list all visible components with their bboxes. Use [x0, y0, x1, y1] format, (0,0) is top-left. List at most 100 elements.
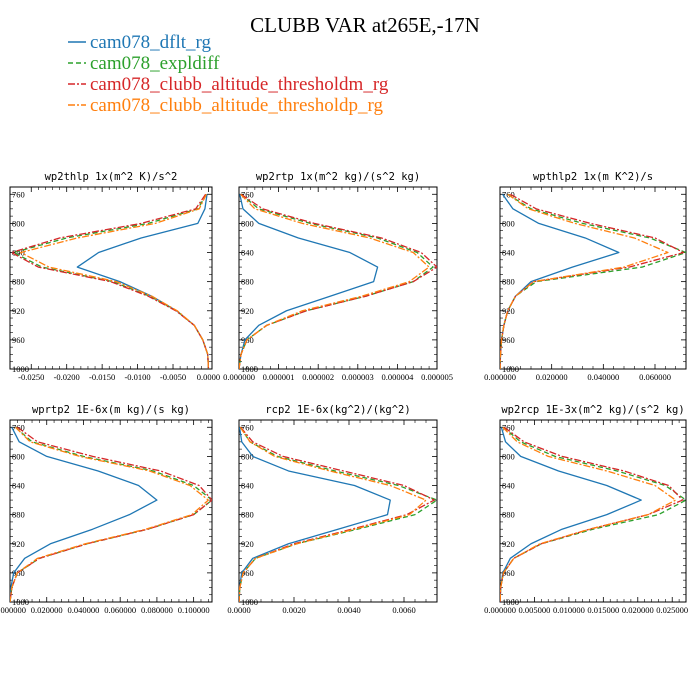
- y-tick-label: 840: [12, 481, 25, 491]
- y-tick-label: 760: [241, 189, 254, 199]
- y-tick-label: 920: [12, 306, 25, 316]
- panel-5: rcp2 1E-6x(kg^2)/(kg^2) 760 800 840 880 920 96…: [227, 404, 438, 615]
- x-tick-label: 0.040000: [587, 372, 619, 382]
- panel-1: wp2thlp 1x(m^2 K)/s^2 760 800 840 880 920 960 1…: [9, 171, 220, 382]
- x-tick-label: 0.060000: [104, 605, 136, 615]
- y-tick-label: 880: [12, 277, 25, 287]
- panels: wp2thlp 1x(m^2 K)/s^2 760 800 840 880 920 960 1…: [0, 171, 688, 615]
- y-tick-label: 760: [241, 422, 254, 432]
- y-tick-label: 1000: [241, 364, 258, 374]
- y-tick-label: 960: [241, 568, 254, 578]
- x-tick-label: 0.000003: [342, 372, 374, 382]
- y-tick-label: 960: [502, 335, 515, 345]
- x-tick-label: 0.0040: [337, 605, 360, 615]
- panel-2: wp2rtp 1x(m^2 kg)/(s^2 kg)760 800 840 880 92…: [223, 171, 453, 382]
- x-tick-label: 0.0020: [282, 605, 305, 615]
- y-tick-label: 920: [241, 539, 254, 549]
- series-group: [500, 426, 686, 602]
- x-tick-label: 0.000004: [381, 372, 414, 382]
- series-line-1: [500, 427, 642, 602]
- legend-label-4: cam078_clubb_altitude_thresholdp_rg: [90, 95, 384, 116]
- y-tick-label: 1000: [12, 364, 29, 374]
- y-tick-label: 800: [241, 218, 254, 228]
- series-group: [10, 426, 212, 602]
- x-tick-label: 0.0000: [227, 605, 250, 615]
- x-tick-label: -0.0150: [89, 372, 115, 382]
- panel-title: wprtp2 1E-6x(m kg)/(s kg): [32, 404, 190, 416]
- x-tick-label: 0.000000: [484, 605, 516, 615]
- y-tick-label: 920: [241, 306, 254, 316]
- series-line-4: [239, 426, 427, 602]
- panel-title: wpthlp2 1x(m K^2)/s: [533, 171, 653, 183]
- panel-title: wp2rcp 1E-3x(m^2 kg)/(s^2 kg): [501, 404, 684, 416]
- x-tick-label: 0.020000: [31, 605, 63, 615]
- y-tick-label: 800: [12, 451, 25, 461]
- y-tick-label: 840: [12, 248, 25, 258]
- series-line-4: [500, 426, 677, 602]
- y-tick-label: 960: [502, 568, 515, 578]
- legend-label-2: cam078_expldiff: [90, 53, 220, 74]
- panel-4: wprtp2 1E-6x(m kg)/(s kg)760800840880920…: [0, 404, 213, 615]
- y-tick-label: 920: [12, 539, 25, 549]
- x-tick-label: 0.000000: [223, 372, 255, 382]
- x-tick-label: 0.005000: [519, 605, 551, 615]
- legend-label-3: cam078_clubb_altitude_thresholdm_rg: [90, 74, 389, 95]
- series-group: [500, 193, 686, 369]
- panel-frame: [9, 419, 213, 603]
- x-tick-label: 0.015000: [587, 605, 619, 615]
- x-tick-label: 0.020000: [536, 372, 568, 382]
- x-tick-label: -0.0200: [54, 372, 80, 382]
- y-tick-label: 880: [502, 277, 515, 287]
- x-tick-label: 0.0000: [197, 372, 220, 382]
- y-tick-label: 800: [12, 218, 25, 228]
- y-tick-label: 880: [241, 510, 254, 520]
- x-tick-label: 0.060000: [639, 372, 671, 382]
- series-group: [239, 193, 437, 369]
- y-tick-label: 920: [502, 539, 515, 549]
- y-tick-label: 760: [12, 189, 25, 199]
- y-tick-label: 800: [502, 451, 515, 461]
- series-line-2: [500, 193, 686, 369]
- x-tick-label: -0.0050: [160, 372, 186, 382]
- series-line-1: [10, 426, 158, 602]
- series-line-3: [10, 193, 210, 369]
- x-tick-label: 0.000002: [302, 372, 334, 382]
- y-tick-label: 1000: [12, 597, 29, 607]
- panel-frame: [499, 419, 687, 603]
- series-line-1: [239, 194, 379, 369]
- y-tick-label: 880: [12, 510, 25, 520]
- x-tick-label: 0.0060: [392, 605, 415, 615]
- y-tick-label: 760: [502, 422, 515, 432]
- y-tick-label: 1000: [241, 597, 258, 607]
- x-tick-label: 0.100000: [178, 605, 210, 615]
- y-tick-label: 840: [502, 248, 515, 258]
- panel-3: wpthlp2 1x(m K^2)/s760800840880920960100…: [484, 171, 687, 382]
- series-line-4: [10, 426, 209, 602]
- x-tick-label: 0.000005: [421, 372, 453, 382]
- panel-title: wp2rtp 1x(m^2 kg)/(s^2 kg): [256, 171, 420, 183]
- x-tick-label: -0.0100: [124, 372, 150, 382]
- legend: cam078_dflt_rgcam078_expldiffcam078_club…: [68, 32, 389, 116]
- y-tick-label: 960: [12, 335, 25, 345]
- y-tick-label: 840: [241, 481, 254, 491]
- x-tick-label: 0.020000: [622, 605, 654, 615]
- y-tick-label: 800: [241, 451, 254, 461]
- series-line-1: [239, 427, 391, 602]
- x-tick-label: 0.000000: [484, 372, 516, 382]
- x-tick-label: 0.080000: [141, 605, 173, 615]
- figure-title: CLUBB VAR at265E,-17N: [250, 13, 480, 37]
- series-line-4: [19, 193, 210, 369]
- x-tick-label: 0.000000: [0, 605, 26, 615]
- x-tick-label: 0.000001: [263, 372, 295, 382]
- panel-frame: [9, 186, 213, 370]
- panel-frame: [238, 186, 438, 370]
- panel-6: wp2rcp 1E-3x(m^2 kg)/(s^2 kg) 760 800 840 88…: [484, 404, 688, 615]
- y-tick-label: 840: [241, 248, 254, 258]
- series-group: [239, 426, 437, 602]
- x-tick-label: 0.025000: [656, 605, 688, 615]
- y-tick-label: 880: [241, 277, 254, 287]
- series-group: [10, 193, 210, 369]
- y-tick-label: 880: [502, 510, 515, 520]
